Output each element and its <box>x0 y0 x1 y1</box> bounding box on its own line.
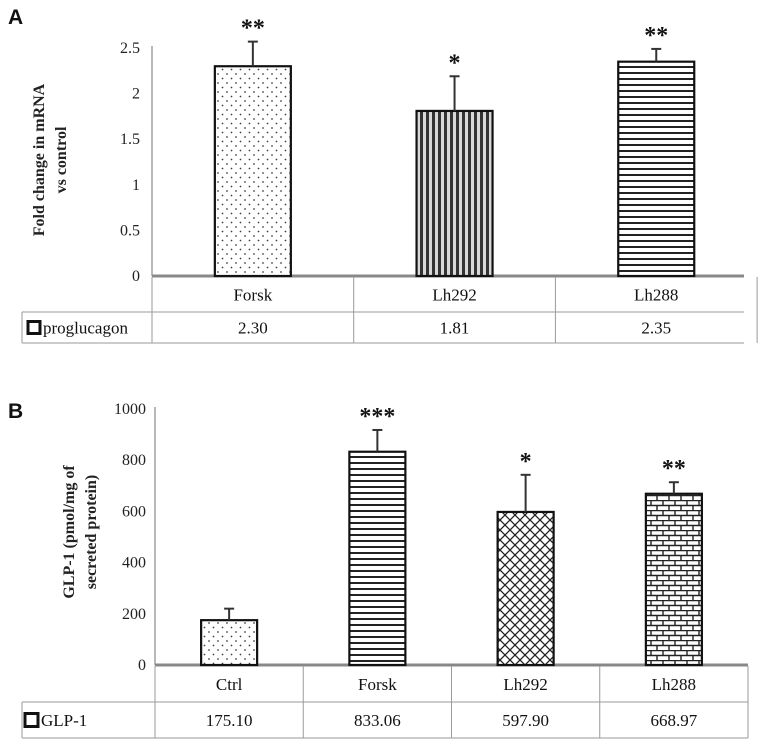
bar-lh288 <box>617 60 696 278</box>
y-tick-label: 800 <box>122 452 146 469</box>
significance-label: ** <box>662 456 686 482</box>
significance-label: ** <box>644 23 668 49</box>
y-tick-label: 400 <box>122 555 146 572</box>
bar-ctrl <box>200 619 259 667</box>
y-tick-label: 200 <box>122 606 146 623</box>
significance-label: *** <box>359 404 395 430</box>
data-label: 597.90 <box>502 711 549 730</box>
x-tick-label: Lh292 <box>432 286 476 305</box>
legend-swatch <box>26 320 42 335</box>
y-tick-label: 600 <box>122 503 146 520</box>
y-axis-label: Fold change in mRNA <box>31 83 48 236</box>
y-axis-label: secreted protein) <box>83 475 100 589</box>
x-tick-label: Lh288 <box>634 286 678 305</box>
data-label: 833.06 <box>354 711 401 730</box>
y-tick-label: 1.5 <box>120 131 140 148</box>
panel-a: A Fold change in mRNA vs control 0 0.5 1 1.5 2 2… <box>8 6 758 344</box>
y-tick-label: 1000 <box>114 401 146 418</box>
y-axis-label: GLP-1 (pmol/mg of <box>61 465 78 599</box>
legend-swatch <box>23 712 40 728</box>
y-axis-label: vs control <box>53 126 70 193</box>
x-tick-label: Ctrl <box>216 675 243 694</box>
bar-lh288 <box>644 492 703 667</box>
y-tick-label: 1 <box>132 177 140 194</box>
bar-lh292 <box>415 109 494 278</box>
x-tick-label: Forsk <box>233 286 272 305</box>
significance-label: * <box>520 449 532 475</box>
y-tick-label: 0 <box>132 268 140 285</box>
significance-label: ** <box>241 16 265 42</box>
x-tick-label: Lh292 <box>503 675 547 694</box>
data-label: 175.10 <box>206 711 253 730</box>
data-label: 1.81 <box>440 319 470 338</box>
y-tick-label: 0.5 <box>120 222 140 239</box>
panel-letter: A <box>8 6 23 29</box>
bar-forsk <box>348 450 407 667</box>
panel-letter: B <box>8 400 23 423</box>
panel-b: B GLP-1 (pmol/mg of secreted protein) 0 200 4… <box>8 400 749 739</box>
x-tick-label: Forsk <box>358 675 397 694</box>
x-tick-label: Lh288 <box>652 675 696 694</box>
data-label: 2.30 <box>238 319 268 338</box>
data-label: 2.35 <box>641 319 671 338</box>
data-label: 668.97 <box>651 711 698 730</box>
bar-lh292 <box>496 510 555 667</box>
legend-label: proglucagon <box>43 319 128 338</box>
y-tick-label: 2.5 <box>120 40 140 57</box>
y-tick-label: 2 <box>132 86 140 103</box>
bar-forsk <box>213 65 292 278</box>
legend-label: GLP-1 <box>41 711 87 730</box>
y-tick-label: 0 <box>138 657 146 674</box>
significance-label: * <box>449 50 461 76</box>
